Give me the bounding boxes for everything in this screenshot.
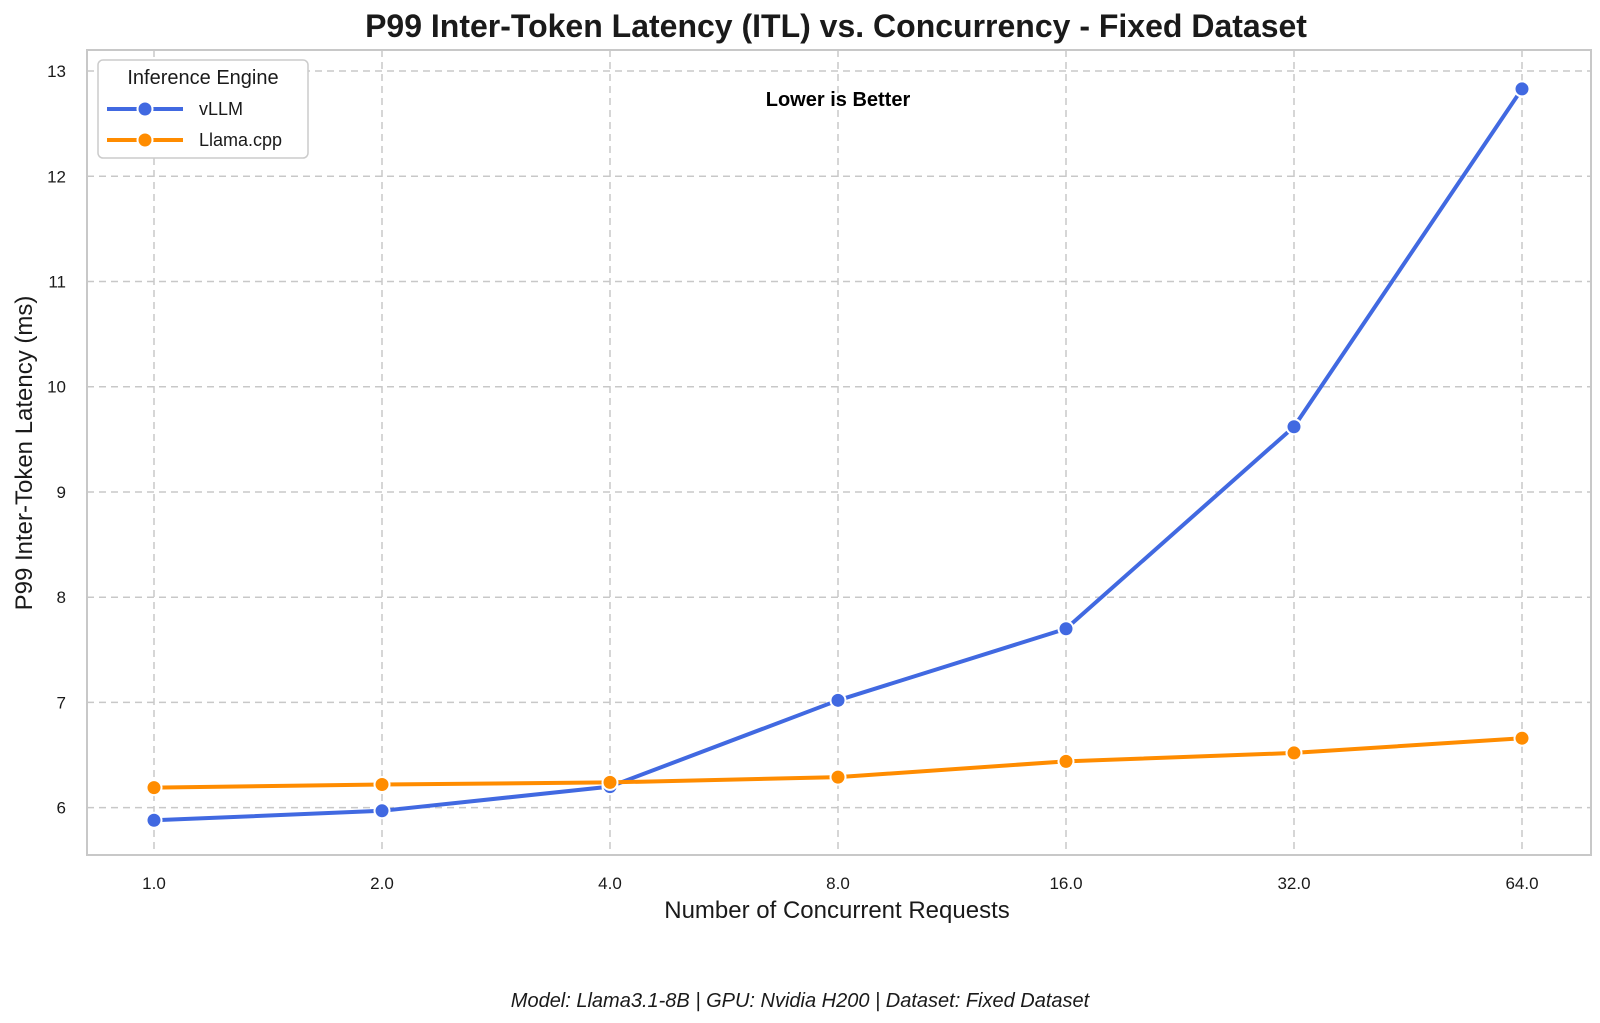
legend-title: Inference Engine (127, 67, 278, 89)
y-tick-label: 7 (57, 693, 66, 712)
y-tick-label: 8 (57, 588, 66, 607)
y-tick-label: 12 (47, 167, 66, 186)
llama-cpp-point (601, 773, 619, 791)
series-vllm (145, 80, 1531, 829)
llama-cpp-point (1513, 729, 1531, 747)
lower-is-better-annotation: Lower is Better (766, 89, 911, 111)
series-lines (145, 80, 1531, 829)
vllm-point (829, 691, 847, 709)
y-tick-label: 6 (57, 799, 66, 818)
legend-label: vLLM (199, 99, 243, 119)
x-tick-label: 32.0 (1277, 874, 1310, 893)
x-axis-label: Number of Concurrent Requests (664, 897, 1010, 924)
vllm-point (1057, 620, 1075, 638)
y-tick-label: 10 (47, 378, 66, 397)
y-tick-label: 13 (47, 62, 66, 81)
plot-area-frame (86, 49, 1592, 856)
chart-title: P99 Inter-Token Latency (ITL) vs. Concur… (365, 8, 1307, 44)
vllm-point (1285, 418, 1303, 436)
legend-entry-llama-cpp: Llama.cpp (107, 130, 282, 150)
vllm-point (373, 802, 391, 820)
vllm-point (1513, 80, 1531, 98)
x-tick-label: 2.0 (370, 874, 394, 893)
llama-cpp-point (145, 779, 163, 797)
x-tick-label: 4.0 (598, 874, 622, 893)
llama-cpp-point (1285, 744, 1303, 762)
chart-footer: Model: Llama3.1-8B | GPU: Nvidia H200 | … (511, 990, 1091, 1012)
llama-cpp-point (829, 768, 847, 786)
legend-box (97, 59, 309, 159)
x-tick-label: 64.0 (1505, 874, 1538, 893)
y-axis-label: P99 Inter-Token Latency (ms) (11, 296, 38, 611)
x-tick-label: 8.0 (826, 874, 850, 893)
vllm-point (145, 811, 163, 829)
legend-marker (136, 131, 154, 149)
x-tick-label: 16.0 (1049, 874, 1082, 893)
legend-marker (136, 100, 154, 118)
llama-cpp-point (373, 775, 391, 793)
llama-cpp-point (1057, 752, 1075, 770)
legend: Inference Engine vLLM Llama.cpp (97, 59, 309, 159)
grid (87, 50, 1591, 855)
legend-entry-vllm: vLLM (107, 99, 243, 119)
series-llama-cpp (145, 729, 1531, 797)
y-tick-label: 9 (57, 483, 66, 502)
y-tick-labels: 6 7 8 9 10 11 12 13 (47, 62, 66, 818)
legend-label: Llama.cpp (199, 130, 282, 150)
x-tick-label: 1.0 (142, 874, 166, 893)
y-tick-label: 11 (48, 273, 66, 292)
x-tick-labels: 1.0 2.0 4.0 8.0 16.0 32.0 64.0 (142, 874, 1538, 893)
